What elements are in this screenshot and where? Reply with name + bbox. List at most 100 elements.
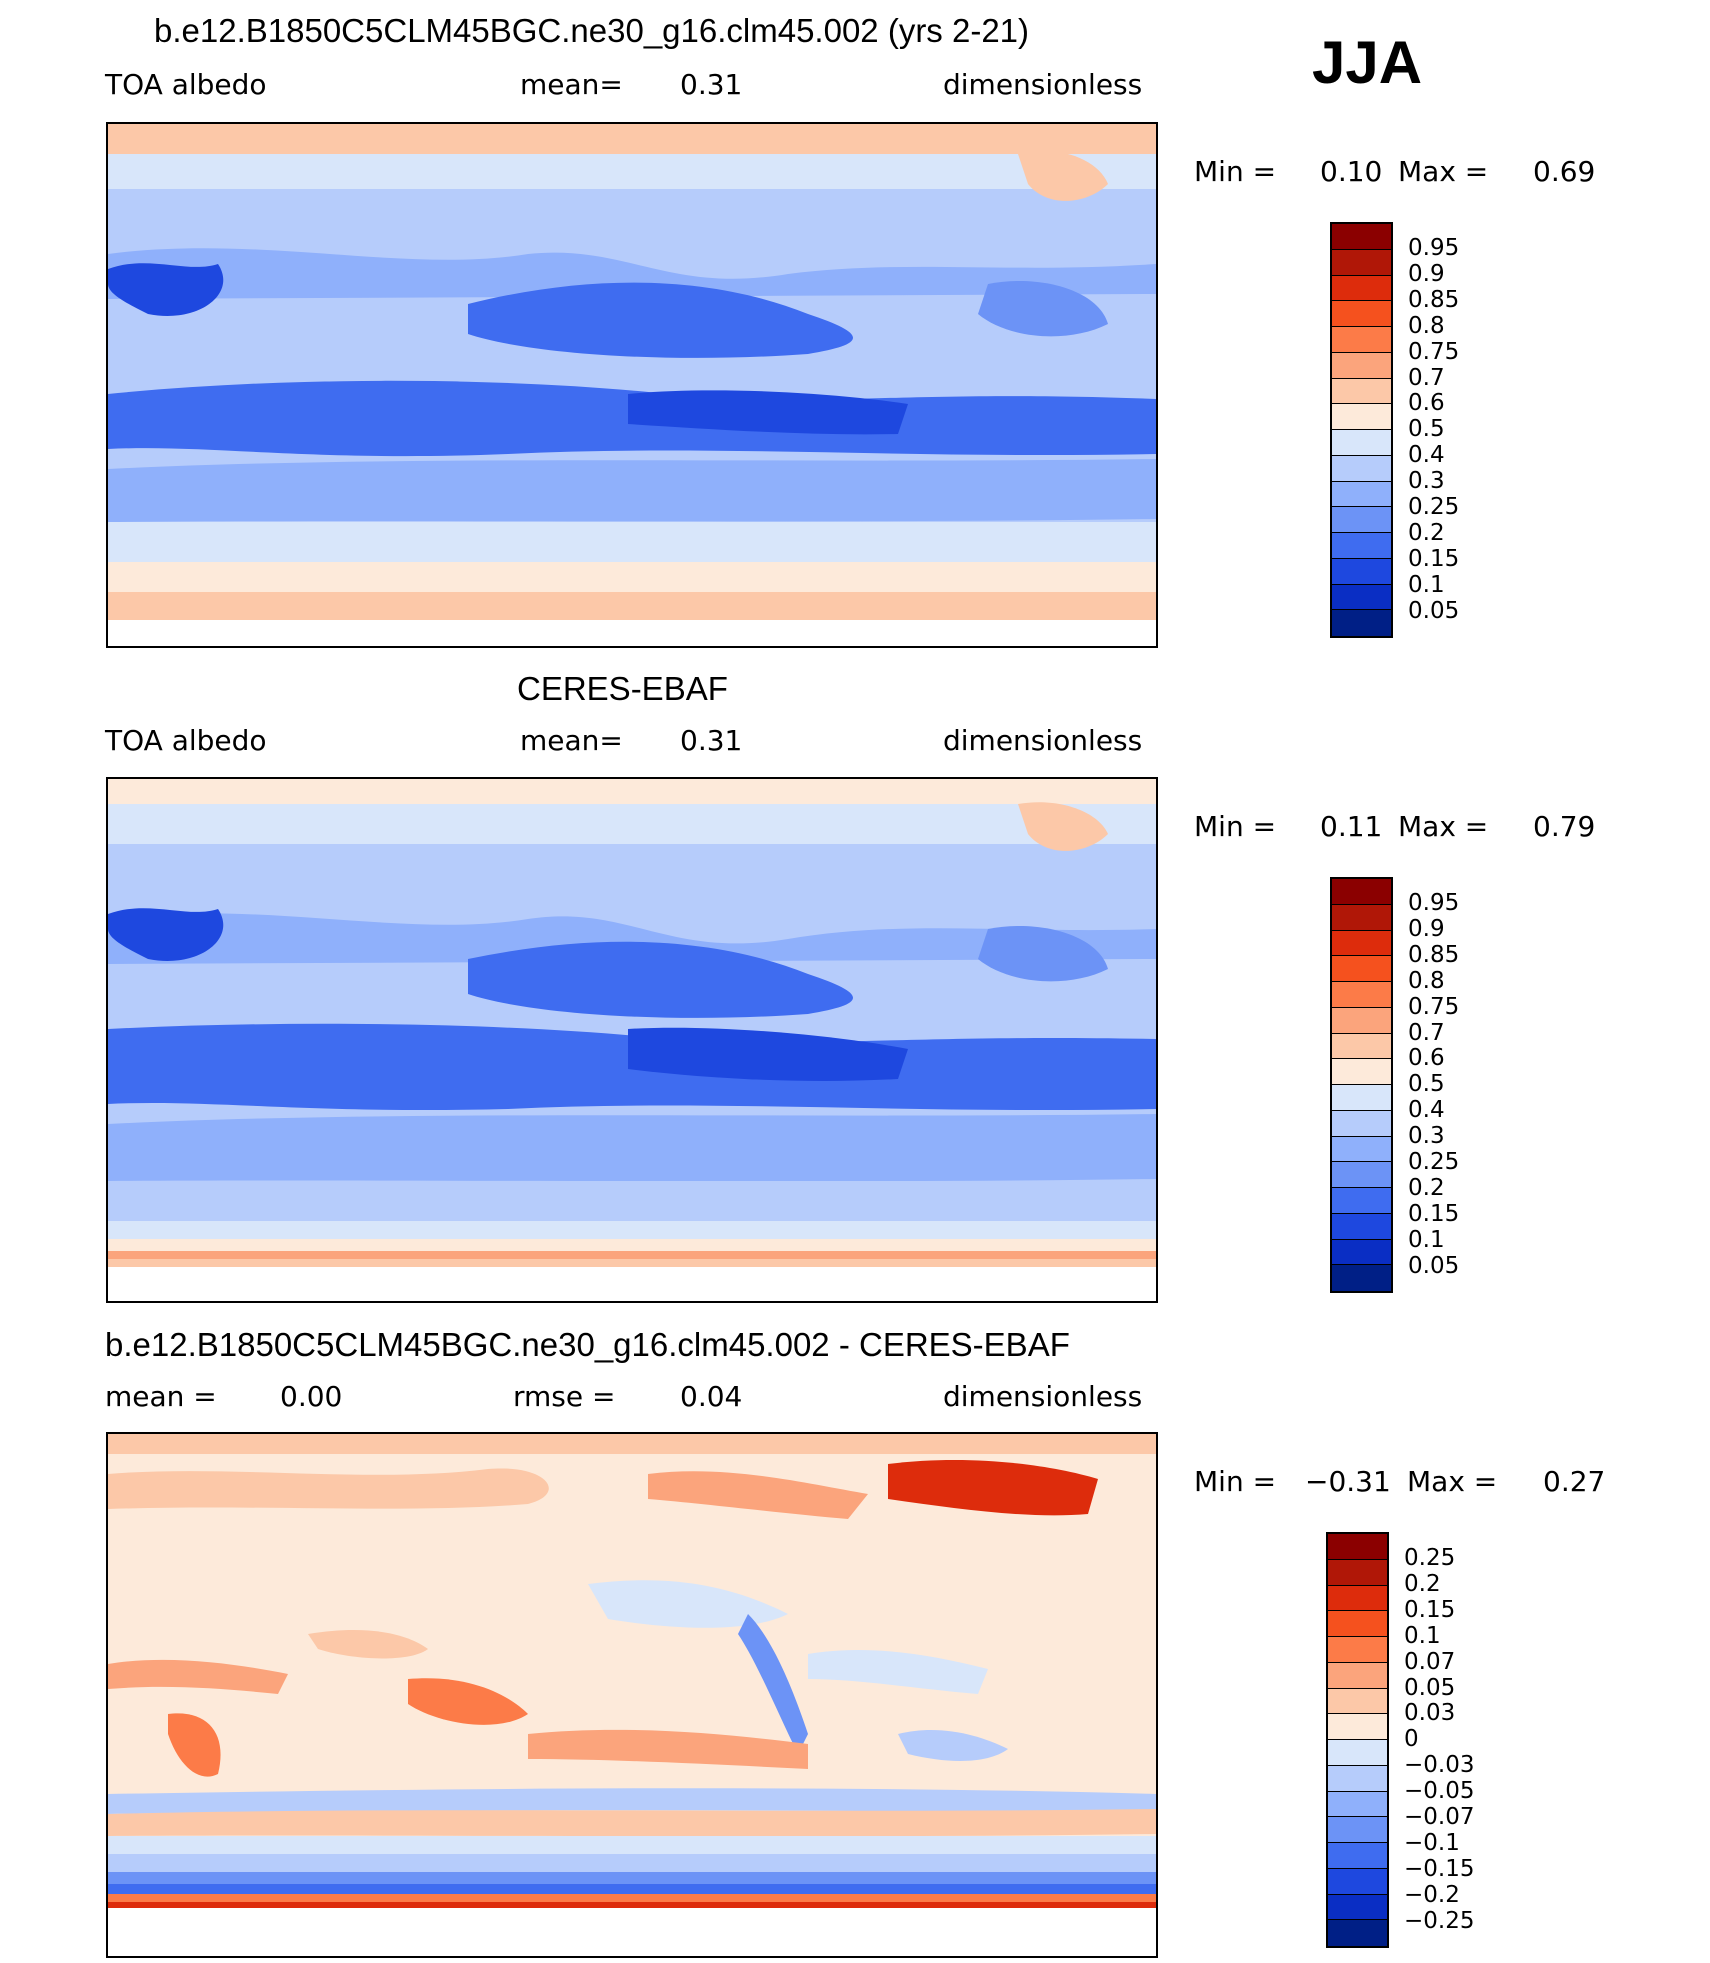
colorbar-tick-label: 0.1: [1408, 1226, 1445, 1253]
colorbar-swatch: [1332, 610, 1391, 636]
colorbar-swatch: [1332, 533, 1391, 559]
colorbar-tick-label: 0.8: [1408, 967, 1445, 994]
colorbar-swatch: [1332, 584, 1391, 611]
colorbar-tick-label: 0.4: [1408, 442, 1445, 469]
colorbar-swatch: [1332, 1136, 1391, 1163]
panel-title: b.e12.B1850C5CLM45BGC.ne30_g16.clm45.002…: [154, 12, 1030, 49]
colorbar-tick-label: 0.7: [1408, 1019, 1445, 1046]
min-label: Min =: [1194, 155, 1277, 188]
max-label: Max =: [1407, 1465, 1498, 1498]
colorbar-swatches: [1328, 1534, 1387, 1946]
colorbar-tick-label: 0.95: [1408, 235, 1460, 261]
max-value: 0.27: [1543, 1465, 1606, 1498]
mean-label: mean=: [520, 724, 623, 757]
colorbar-tick-label: 0.95: [1408, 890, 1460, 916]
panel-title: CERES-EBAF: [517, 670, 728, 707]
colorbar-swatch: [1332, 1007, 1391, 1034]
colorbar-swatch: [1332, 455, 1391, 482]
colorbar-swatch: [1332, 301, 1391, 327]
colorbar-tick-label: 0.3: [1408, 1123, 1445, 1150]
colorbar-swatch: [1332, 1110, 1391, 1137]
colorbar-tick-label: −0.05: [1404, 1778, 1475, 1805]
min-label: Min =: [1194, 810, 1277, 843]
colorbar-swatch: [1332, 930, 1391, 957]
season-label: JJA: [1312, 29, 1423, 96]
colorbar-tick-label: 0.07: [1404, 1648, 1456, 1675]
units-label: dimensionless: [943, 724, 1143, 757]
colorbar-tick-label: 0.3: [1408, 468, 1445, 495]
colorbar-tick-label: 0.15: [1408, 1200, 1460, 1227]
colorbar-swatch: [1328, 1559, 1387, 1586]
colorbar-swatch: [1332, 1188, 1391, 1214]
colorbar-tick-label: 0.25: [1404, 1545, 1456, 1571]
colorbar-swatch: [1328, 1534, 1387, 1560]
difference-map: [106, 1432, 1158, 1958]
units-label: dimensionless: [943, 1380, 1143, 1413]
colorbar-tick-label: 0.03: [1404, 1700, 1456, 1727]
mean-label: mean =: [105, 1380, 217, 1413]
colorbar-tick-label: 0: [1404, 1726, 1419, 1753]
colorbar-tick-label: 0.25: [1408, 1149, 1460, 1175]
colorbar-tick-label: 0.85: [1408, 286, 1460, 313]
colorbar-tick-label: 0.2: [1408, 1174, 1445, 1201]
colorbar-tick-label: 0.9: [1408, 260, 1445, 287]
min-value: −0.31: [1305, 1465, 1391, 1498]
colorbar-tick-label: 0.5: [1408, 1071, 1445, 1098]
colorbar-tick-label: 0.8: [1408, 312, 1445, 339]
min-value: 0.10: [1320, 155, 1383, 188]
colorbar-tick-label: 0.2: [1404, 1570, 1441, 1597]
colorbar-swatch: [1332, 1033, 1391, 1060]
colorbar-tick-label: −0.2: [1404, 1881, 1460, 1908]
colorbar-tick-label: 0.85: [1408, 941, 1460, 968]
colorbar-swatch: [1332, 1059, 1391, 1085]
colorbar-swatch: [1332, 1213, 1391, 1240]
colorbar-swatch: [1332, 378, 1391, 405]
mean-label: mean=: [520, 68, 623, 101]
colorbar-swatch: [1332, 275, 1391, 302]
max-label: Max =: [1398, 810, 1489, 843]
variable-label: TOA albedo: [105, 724, 267, 757]
colorbar-swatch: [1328, 1688, 1387, 1715]
albedo-map: [106, 777, 1158, 1303]
colorbar-swatch: [1332, 1085, 1391, 1111]
colorbar-tick-label: 0.05: [1408, 597, 1460, 624]
colorbar-swatch: [1332, 1265, 1391, 1291]
colorbar-tick-label: 0.1: [1404, 1622, 1441, 1649]
colorbar-swatch: [1328, 1868, 1387, 1895]
colorbar-tick-label: 0.1: [1408, 571, 1445, 598]
colorbar-swatch: [1332, 327, 1391, 353]
max-value: 0.69: [1533, 155, 1596, 188]
colorbar-swatch: [1332, 879, 1391, 905]
colorbar-swatch: [1332, 507, 1391, 533]
albedo-map: [106, 122, 1158, 648]
colorbar-swatch: [1332, 956, 1391, 982]
rmse-label: rmse =: [513, 1380, 616, 1413]
colorbar-tick-label: 0.2: [1408, 519, 1445, 546]
colorbar-tick-label: 0.15: [1408, 545, 1460, 572]
colorbar-swatch: [1328, 1765, 1387, 1792]
colorbar-tick-label: 0.75: [1408, 993, 1460, 1020]
colorbar-swatch: [1328, 1791, 1387, 1818]
colorbar-swatch: [1328, 1894, 1387, 1921]
map-field: [108, 124, 1156, 646]
colorbar-swatch: [1328, 1662, 1387, 1689]
colorbar-tick-label: −0.1: [1404, 1829, 1460, 1856]
colorbar-swatch: [1332, 224, 1391, 250]
colorbar-swatch: [1332, 352, 1391, 379]
colorbar-tick-label: 0.6: [1408, 390, 1445, 417]
mean-value: 0.00: [280, 1380, 343, 1413]
rmse-value: 0.04: [680, 1380, 743, 1413]
colorbar-tick-label: 0.25: [1408, 494, 1460, 520]
colorbar-swatch: [1332, 430, 1391, 456]
colorbar-tick-label: 0.4: [1408, 1097, 1445, 1124]
colorbar-swatches: [1332, 879, 1391, 1291]
colorbar-swatch: [1328, 1714, 1387, 1740]
colorbar-tick-label: 0.9: [1408, 915, 1445, 942]
colorbar-swatch: [1332, 481, 1391, 508]
mean-value: 0.31: [680, 724, 743, 757]
colorbar-swatch: [1328, 1843, 1387, 1869]
colorbar: [1330, 222, 1393, 638]
units-label: dimensionless: [943, 68, 1143, 101]
map-field: [108, 1434, 1156, 1956]
map-field: [108, 779, 1156, 1301]
